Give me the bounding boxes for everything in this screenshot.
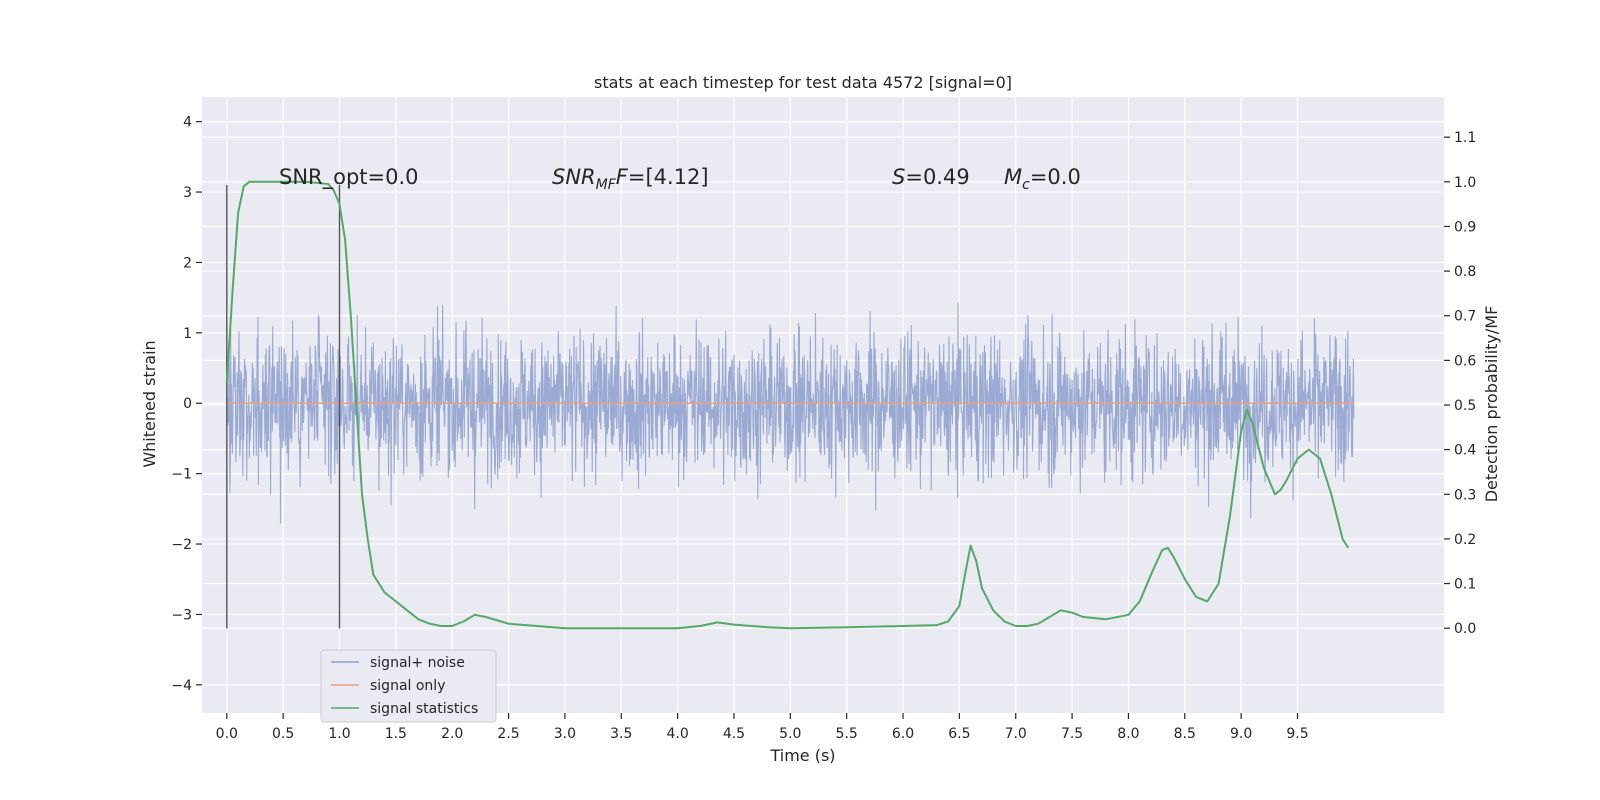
- signal-statistics-line: [225, 180, 1350, 630]
- y2-tick-label: 0.7: [1454, 309, 1476, 325]
- x-tick-label: 6.5: [948, 726, 970, 742]
- legend-label-signal-noise: signal+ noise: [370, 655, 465, 671]
- y2-tick-label: 0.5: [1454, 398, 1476, 414]
- x-axis-label: Time (s): [769, 746, 835, 765]
- legend-label-signal-only: signal only: [370, 678, 445, 694]
- y-tick-label: 1: [183, 326, 192, 342]
- x-tick-label: 0.0: [216, 726, 238, 742]
- mc-subscript: c: [1022, 177, 1030, 193]
- x-tick-label: 5.0: [779, 726, 801, 742]
- y2-tick-label: 0.6: [1454, 353, 1476, 369]
- y-tick-label: 2: [183, 255, 192, 271]
- right-axis-ticks: 1.1 1.0 0.9 0.8 0.7 0.6 0.5 0.4 0.3 0.2 0.1 0.0: [1444, 130, 1476, 637]
- y2-tick-label: 0.3: [1454, 487, 1476, 503]
- snr-mf-annotation: SNRMFF=[4.12]: [552, 165, 709, 193]
- y-tick-label: −1: [171, 467, 192, 483]
- y2-tick-label: 0.4: [1454, 443, 1476, 459]
- s-annotation: S=0.49: [892, 165, 970, 189]
- y-tick-label: −4: [171, 678, 192, 694]
- x-tick-label: 2.0: [441, 726, 463, 742]
- x-tick-label: 7.0: [1005, 726, 1027, 742]
- vertical-markers: [226, 185, 341, 629]
- x-tick-label: 8.5: [1174, 726, 1196, 742]
- snr-mf-f: F: [616, 165, 629, 189]
- y-axis-label: Whitened strain: [140, 340, 159, 467]
- x-axis-ticks: 0.0 0.5 1.0 1.5 2.0 2.5 3.0 3.5 4.0 4.5 5.0 5.5 6.0 6…: [216, 713, 1309, 742]
- legend-box: [320, 649, 497, 723]
- x-tick-label: 5.5: [836, 726, 858, 742]
- legend: signal+ noise signal only signal statist…: [320, 649, 497, 723]
- snr-mf-main: SNR: [552, 165, 596, 189]
- y2-tick-label: 0.9: [1454, 219, 1476, 235]
- legend-label-signal-statistics: signal statistics: [370, 701, 478, 717]
- signal-noise-line: [226, 302, 1355, 524]
- x-tick-label: 3.0: [554, 726, 576, 742]
- y2-axis-label: Detection probability/MF: [1482, 306, 1501, 503]
- x-tick-label: 2.5: [497, 726, 519, 742]
- y2-tick-label: 0.0: [1454, 621, 1476, 637]
- y-tick-label: 3: [183, 185, 192, 201]
- x-tick-label: 0.5: [272, 726, 294, 742]
- x-tick-label: 1.0: [328, 726, 350, 742]
- y2-tick-label: 0.8: [1454, 264, 1476, 280]
- y2-tick-label: 1.1: [1454, 130, 1476, 146]
- y2-tick-label: 0.1: [1454, 577, 1476, 593]
- x-tick-label: 9.5: [1286, 726, 1308, 742]
- y2-tick-label: 1.0: [1454, 175, 1476, 191]
- mc-annotation: Mc=0.0: [1004, 165, 1081, 193]
- snr-opt-annotation: SNR_opt=0.0: [279, 165, 419, 190]
- mc-value: =0.0: [1030, 165, 1081, 189]
- signal-statistics-series: [225, 180, 1350, 630]
- left-axis-ticks: 4 3 2 1 0 −1 −2 −3 −4: [171, 115, 202, 694]
- snr-mf-value: =[4.12]: [628, 165, 709, 189]
- x-tick-label: 8.0: [1117, 726, 1139, 742]
- s-value: =0.49: [905, 165, 969, 189]
- x-tick-label: 4.0: [666, 726, 688, 742]
- s-main: S: [892, 165, 905, 189]
- y-tick-label: 0: [183, 396, 192, 412]
- y-tick-label: 4: [183, 115, 192, 131]
- signal-noise-series: [226, 302, 1355, 524]
- chart-title: stats at each timestep for test data 457…: [594, 73, 1012, 92]
- x-tick-label: 1.5: [385, 726, 407, 742]
- x-tick-label: 3.5: [610, 726, 632, 742]
- x-tick-label: 6.0: [892, 726, 914, 742]
- y2-tick-label: 0.2: [1454, 532, 1476, 548]
- x-tick-label: 9.0: [1230, 726, 1252, 742]
- x-tick-label: 7.5: [1061, 726, 1083, 742]
- snr-mf-subscript: MF: [596, 177, 617, 193]
- x-tick-label: 4.5: [723, 726, 745, 742]
- y-tick-label: −3: [171, 607, 192, 623]
- mc-main: M: [1004, 165, 1022, 189]
- y-tick-label: −2: [171, 537, 192, 553]
